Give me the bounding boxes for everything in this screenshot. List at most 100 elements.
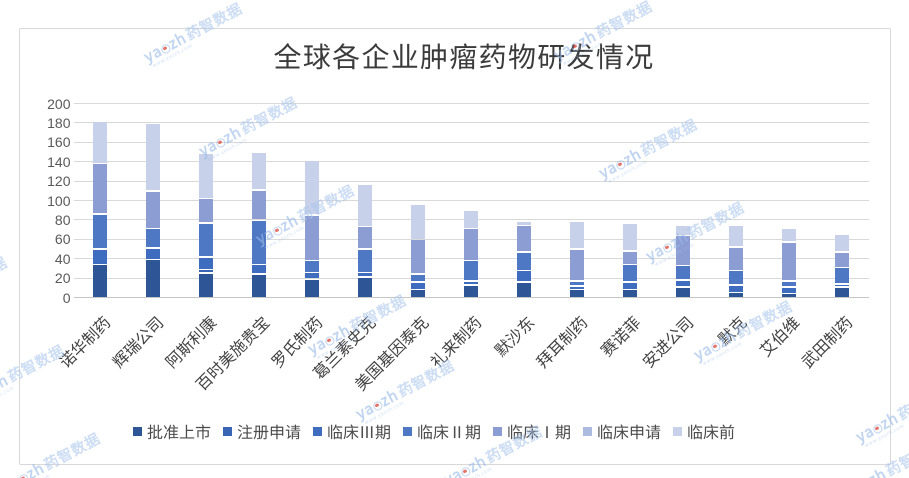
gridline xyxy=(73,122,869,124)
legend-swatch-icon xyxy=(312,426,322,436)
bar-segment-诺华制药-临床Ⅱ期 xyxy=(93,214,108,249)
legend-item: 批准上市 xyxy=(132,419,211,443)
bar-segment-美国基因泰克-临床前 xyxy=(411,205,426,239)
bar-segment-百时美施贵宝-临床Ⅰ期 xyxy=(252,190,267,220)
bar-segment-默沙东-临床Ⅲ期 xyxy=(517,271,532,282)
bar-segment-拜耳制药-临床前 xyxy=(570,221,585,249)
bar-segment-拜耳制药-批准上市 xyxy=(570,290,585,297)
y-tick-label: 20 xyxy=(54,268,71,289)
bar-segment-百时美施贵宝-临床Ⅱ期 xyxy=(252,220,267,264)
bar-segment-百时美施贵宝-临床前 xyxy=(252,152,267,190)
bar-segment-武田制药-临床Ⅲ期 xyxy=(835,284,850,287)
legend-item: 临床Ⅲ期 xyxy=(312,423,391,439)
legend-swatch-icon xyxy=(493,426,502,436)
bar-segment-葛兰素史克-临床前 xyxy=(358,184,373,226)
legend-item: 临床Ⅱ期 xyxy=(402,419,481,443)
bar-segment-辉瑞公司-临床Ⅰ期 xyxy=(146,191,161,228)
gridline xyxy=(73,180,869,182)
bar-segment-罗氏制药-临床Ⅲ期 xyxy=(305,273,320,279)
bar-segment-默沙东-批准上市 xyxy=(517,282,532,297)
bar-segment-美国基因泰克-临床Ⅱ期 xyxy=(411,274,426,282)
bar-segment-赛诺菲-临床Ⅰ期 xyxy=(623,251,638,264)
watermark-latin: yazh xyxy=(840,463,891,478)
y-tick-label: 80 xyxy=(54,209,71,230)
legend-swatch-icon xyxy=(222,426,232,436)
legend-label: 临床申请 xyxy=(597,419,662,443)
legend-swatch-icon xyxy=(583,426,593,436)
watermark-logo-dot-icon xyxy=(18,472,30,478)
bar-segment-罗氏制药-临床前 xyxy=(305,160,320,215)
bar-segment-美国基因泰克-临床Ⅲ期 xyxy=(411,282,426,289)
bar-segment-罗氏制药-批准上市 xyxy=(305,279,320,297)
gridline xyxy=(73,200,869,201)
bar-segment-美国基因泰克-批准上市 xyxy=(411,290,426,297)
bar-segment-百时美施贵宝-临床Ⅲ期 xyxy=(252,265,267,274)
bar-segment-罗氏制药-临床Ⅰ期 xyxy=(305,215,320,260)
bar-segment-武田制药-批准上市 xyxy=(835,287,850,297)
bar-segment-辉瑞公司-临床Ⅱ期 xyxy=(146,229,161,248)
y-tick-label: 40 xyxy=(54,248,71,269)
bar-segment-默克-批准上市 xyxy=(729,293,744,297)
bar-segment-拜耳制药-临床Ⅱ期 xyxy=(570,281,585,286)
bar-segment-赛诺菲-临床Ⅲ期 xyxy=(623,282,638,289)
watermark-subline: www.yaozh.com xyxy=(451,465,493,478)
chart-frame xyxy=(19,27,891,465)
bar-segment-诺华制药-批准上市 xyxy=(93,265,108,297)
legend-item: 临床申请 xyxy=(583,423,661,439)
watermark-logo-dot-icon xyxy=(460,465,472,478)
bar-segment-诺华制药-临床前 xyxy=(93,121,108,163)
gridline xyxy=(73,161,869,163)
bar-segment-武田制药-临床Ⅱ期 xyxy=(835,268,850,284)
y-tick-label: 120 xyxy=(47,171,71,192)
x-axis-line xyxy=(73,297,869,298)
bar-segment-武田制药-临床前 xyxy=(835,235,850,252)
bar-segment-阿斯利康-批准上市 xyxy=(199,274,214,297)
bar-segment-礼来制药-批准上市 xyxy=(464,285,479,297)
bar-segment-安进公司-临床Ⅰ期 xyxy=(676,236,691,265)
bar-segment-艾伯维-临床Ⅰ期 xyxy=(782,242,797,281)
watermark-subline: www.yaozh.com xyxy=(9,472,51,478)
legend-item: 临床Ⅰ期 xyxy=(493,423,571,439)
y-tick-label: 180 xyxy=(47,112,71,133)
bar-segment-礼来制药-临床Ⅱ期 xyxy=(464,261,479,281)
bar-segment-百时美施贵宝-批准上市 xyxy=(252,274,267,297)
watermark-cjk: 药智数据 xyxy=(893,377,909,425)
y-tick-label: 140 xyxy=(47,151,71,172)
legend-label: 临床Ⅰ期 xyxy=(507,419,572,443)
gridline xyxy=(73,141,869,143)
chart-legend: 批准上市 注册申请 临床Ⅲ期 临床Ⅱ期 临床Ⅰ期 临床申请 临床前 xyxy=(7,423,861,439)
bar-segment-拜耳制药-临床Ⅲ期 xyxy=(570,286,585,289)
y-tick-label: 160 xyxy=(47,132,71,153)
legend-swatch-icon xyxy=(402,426,412,436)
bar-segment-安进公司-临床Ⅲ期 xyxy=(676,280,691,287)
chart-title: 全球各企业肿瘤药物研发情况 xyxy=(273,36,655,76)
bar-segment-阿斯利康-注册申请 xyxy=(199,270,214,273)
bar-segment-葛兰素史克-临床Ⅱ期 xyxy=(358,249,373,272)
bar-segment-礼来制药-临床Ⅲ期 xyxy=(464,281,479,285)
watermark-latin: yazh xyxy=(0,369,13,397)
bar-segment-默克-临床Ⅱ期 xyxy=(729,271,744,285)
legend-label: 注册申请 xyxy=(236,419,301,443)
bar-segment-艾伯维-临床前 xyxy=(782,229,797,242)
bar-segment-辉瑞公司-批准上市 xyxy=(146,260,161,297)
legend-label: 临床前 xyxy=(687,419,736,443)
legend-swatch-icon xyxy=(673,426,683,436)
legend-label: 批准上市 xyxy=(146,419,211,443)
bar-segment-礼来制药-临床Ⅰ期 xyxy=(464,229,479,260)
bar-segment-艾伯维-临床Ⅱ期 xyxy=(782,281,797,287)
bar-segment-安进公司-临床前 xyxy=(676,225,691,235)
bar-segment-艾伯维-批准上市 xyxy=(782,294,797,297)
bar-segment-默沙东-临床Ⅰ期 xyxy=(517,226,532,252)
y-tick-label: 200 xyxy=(47,93,71,114)
bar-segment-安进公司-临床Ⅱ期 xyxy=(676,266,691,280)
y-tick-label: 100 xyxy=(47,190,71,211)
bar-segment-辉瑞公司-临床Ⅲ期 xyxy=(146,248,161,259)
bar-segment-诺华制药-临床Ⅲ期 xyxy=(93,249,108,264)
bar-segment-默克-临床Ⅰ期 xyxy=(729,247,744,270)
bar-segment-默沙东-临床前 xyxy=(517,221,532,225)
legend-label: 临床Ⅱ期 xyxy=(416,419,481,443)
bar-segment-诺华制药-临床Ⅰ期 xyxy=(93,164,108,214)
bar-segment-罗氏制药-临床Ⅱ期 xyxy=(305,261,320,272)
bar-segment-辉瑞公司-临床前 xyxy=(146,123,161,191)
